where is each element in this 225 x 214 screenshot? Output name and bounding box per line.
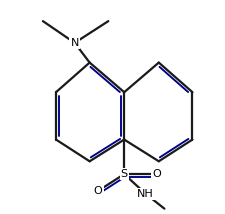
Text: NH: NH [137, 189, 153, 199]
Text: O: O [152, 169, 161, 179]
Text: O: O [93, 186, 102, 196]
Text: S: S [120, 169, 127, 179]
Text: N: N [70, 38, 79, 48]
